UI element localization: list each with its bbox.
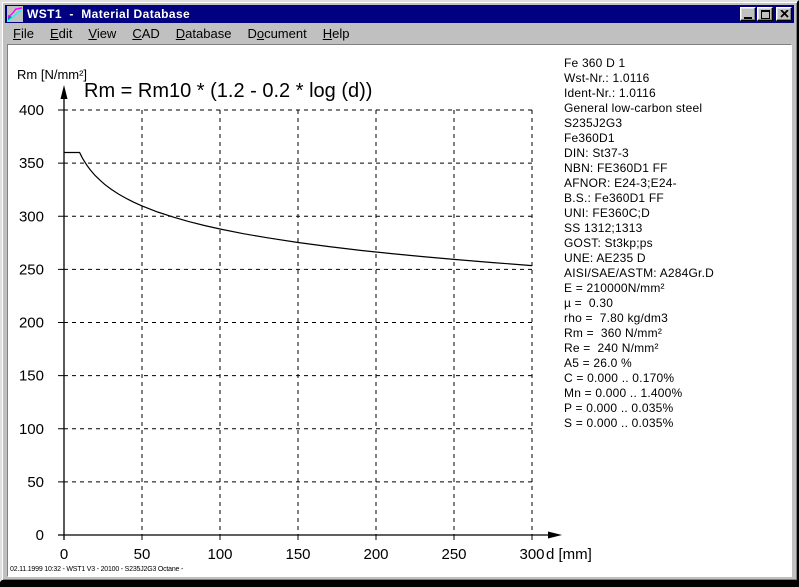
x-tick-label: 150: [285, 546, 310, 563]
menu-item-file[interactable]: File: [13, 25, 34, 41]
menu-item-view[interactable]: View: [88, 25, 117, 41]
minimize-button[interactable]: [740, 7, 756, 21]
x-tick-label: 300: [519, 546, 544, 563]
x-axis-label: d [mm]: [546, 546, 592, 563]
x-tick-label: 200: [363, 546, 388, 563]
material-property-line: µ = 0.30: [564, 296, 614, 310]
x-axis-arrow: [548, 531, 562, 539]
material-property-line: Fe360D1: [564, 131, 615, 145]
x-tick-label: 250: [441, 546, 466, 563]
material-property-line: Rm = 360 N/mm²: [564, 326, 663, 340]
menu-bar: File Edit View CAD Database Document Help: [5, 23, 794, 43]
material-property-line: C = 0.000 .. 0.170%: [564, 371, 675, 385]
material-properties-panel: Fe 360 D 1 Wst-Nr.: 1.0116 Ident-Nr.: 1.01…: [564, 56, 791, 431]
menu-item-edit[interactable]: Edit: [49, 25, 73, 41]
close-button[interactable]: [776, 7, 792, 21]
y-axis-label: Rm [N/mm²]: [17, 67, 88, 82]
x-tick-label: 50: [134, 546, 151, 563]
material-property-line: Re = 240 N/mm²: [564, 341, 659, 355]
minimize-icon: [744, 16, 752, 19]
close-icon: [779, 10, 789, 18]
rm-d-chart: 0 50 100 150 200 250 300 350 400 0 50 100 150 200 250 3…: [19, 85, 592, 563]
y-tick-label: 150: [19, 368, 44, 385]
menu-item-database[interactable]: Database: [175, 25, 232, 41]
status-line: 02.11.1999 10:32 - WST1 V3 - 20100 - S23…: [10, 566, 184, 573]
material-property-line: B.S.: Fe360D1 FF: [564, 191, 664, 205]
material-property-line: DIN: St37-3: [564, 146, 629, 160]
app-icon[interactable]: [7, 6, 23, 22]
material-property-line: S235J2G3: [564, 116, 623, 130]
y-axis-arrow: [60, 85, 68, 99]
material-property-line: General low-carbon steel: [564, 101, 703, 115]
material-property-line: UNI: FE360C;D: [564, 206, 650, 220]
material-property-line: Mn = 0.000 .. 1.400%: [564, 386, 683, 400]
material-property-line: S = 0.000 .. 0.035%: [564, 416, 674, 430]
x-tick-label: 0: [60, 546, 68, 563]
material-property-line: E = 210000N/mm²: [564, 281, 665, 295]
y-tick-label: 100: [19, 421, 44, 438]
material-property-line: SS 1312;1313: [564, 221, 643, 235]
y-tick-label: 50: [27, 474, 44, 491]
material-property-line: Ident-Nr.: 1.0116: [564, 86, 656, 100]
material-property-line: P = 0.000 .. 0.035%: [564, 401, 674, 415]
y-tick-label: 200: [19, 315, 44, 332]
y-tick-label: 300: [19, 208, 44, 225]
y-tick-label: 0: [36, 527, 44, 544]
material-property-line: Wst-Nr.: 1.0116: [564, 71, 650, 85]
client-area: 0 50 100 150 200 250 300 350 400 0 50 100 150 200 250 3…: [7, 44, 792, 577]
chart-formula-title: Rm = Rm10 * (1.2 - 0.2 * log (d)): [84, 80, 373, 102]
maximize-icon: [760, 9, 770, 19]
window-controls: [739, 7, 794, 21]
y-tick-label: 250: [19, 261, 44, 278]
material-property-line: AISI/SAE/ASTM: A284Gr.D: [564, 266, 714, 280]
material-property-line: UNE: AE235 D: [564, 251, 646, 265]
menu-item-help[interactable]: Help: [322, 25, 350, 41]
x-tick-label: 100: [207, 546, 232, 563]
material-property-line: AFNOR: E24-3;E24-: [564, 176, 677, 190]
material-property-line: rho = 7.80 kg/dm3: [564, 311, 668, 325]
menu-item-cad[interactable]: CAD: [132, 25, 160, 41]
window-title: WST1 - Material Database: [27, 7, 191, 21]
rm-curve: [64, 151, 533, 267]
titlebar[interactable]: WST1 - Material Database: [5, 5, 794, 23]
material-property-line: NBN: FE360D1 FF: [564, 161, 668, 175]
y-tick-label: 400: [19, 102, 44, 119]
material-property-line: Fe 360 D 1: [564, 56, 626, 70]
maximize-button[interactable]: [757, 7, 773, 21]
menu-item-document[interactable]: Document: [247, 25, 307, 41]
y-tick-label: 350: [19, 155, 44, 172]
material-property-line: GOST: St3kp;ps: [564, 236, 653, 250]
material-property-line: A5 = 26.0 %: [564, 356, 632, 370]
